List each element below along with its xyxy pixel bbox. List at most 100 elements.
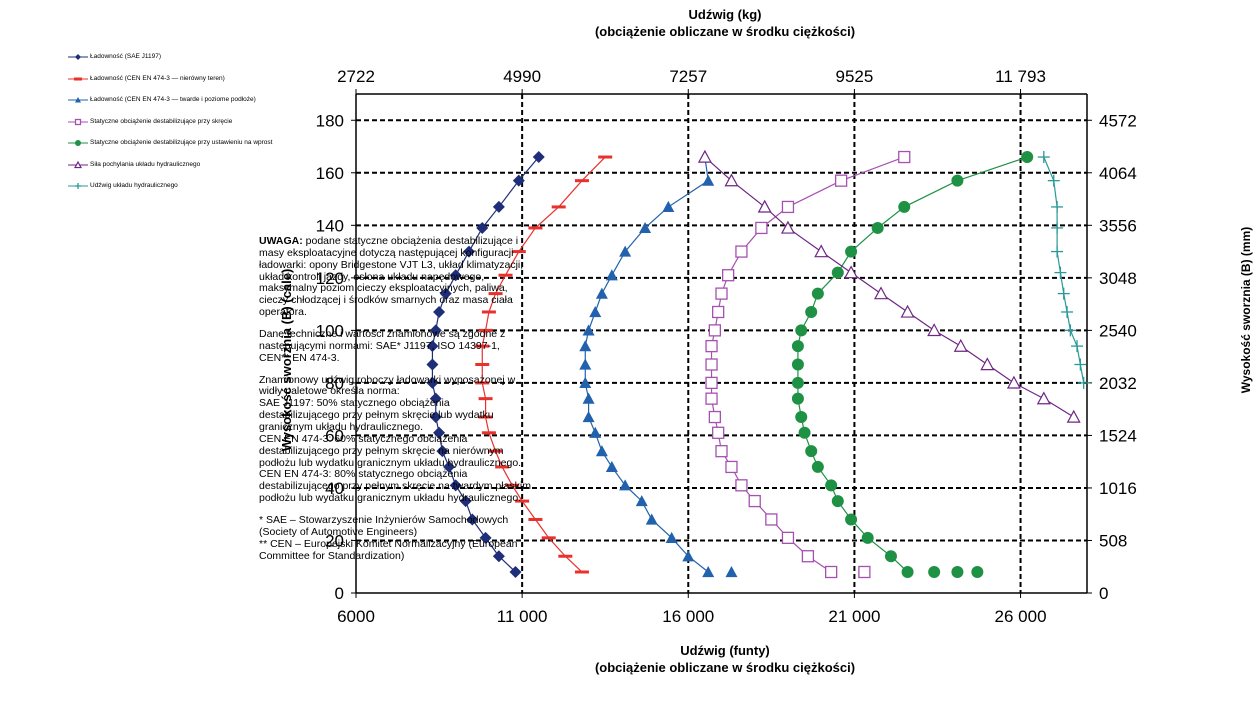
series-line	[704, 156, 1075, 418]
legend-swatch	[68, 118, 88, 125]
notes-panel: UWAGA: podane statyczne obciążenia desta…	[259, 235, 531, 562]
data-point-diamond	[433, 426, 446, 439]
data-point-diamond	[479, 531, 492, 544]
data-point-square	[705, 376, 718, 390]
x-tick-label: 16 000	[662, 607, 714, 626]
data-point-dash	[481, 431, 496, 435]
rated-cen-uneven: CEN EN 474-3: 60% statycznego obciążenia…	[259, 432, 522, 469]
data-point-triangle	[645, 513, 658, 525]
legend-label: Statyczne obciążenie destabilizujące prz…	[90, 139, 273, 146]
y-axis-label: Wysokość sworznia (B) (cale)	[279, 269, 294, 452]
data-point-triangle	[619, 479, 632, 491]
series-6	[697, 149, 1081, 423]
x-tick-label: 26 000	[995, 607, 1047, 626]
data-point-plus	[1061, 305, 1074, 318]
data-point-circle	[898, 200, 911, 213]
data-point-circle	[791, 376, 804, 389]
warning-text: podane statyczne obciążenia destabilizuj…	[259, 235, 524, 319]
data-point-triangle	[595, 445, 608, 457]
data-point-plus	[1051, 245, 1064, 258]
data-point-diamond	[532, 151, 545, 164]
data-point-square	[765, 513, 778, 526]
data-point-triangle	[579, 358, 592, 370]
data-point-diamond	[466, 513, 479, 526]
data-point-triangle	[639, 221, 652, 234]
data-point-triangle-open	[900, 304, 915, 318]
data-point-dash	[478, 415, 493, 419]
y-tick-label: 100	[316, 321, 344, 340]
legend-label: Siła pochylania układu hydraulicznego	[90, 160, 201, 168]
data-point-square	[735, 245, 748, 258]
data-point-triangle-open	[1036, 391, 1051, 405]
data-point-triangle-open	[724, 173, 739, 187]
data-point-dash	[551, 205, 566, 209]
data-point-triangle-open	[873, 286, 888, 300]
data-point-dash	[558, 554, 573, 558]
data-point-diamond	[429, 411, 442, 424]
data-point-triangle	[635, 495, 648, 507]
series-line	[710, 156, 905, 573]
y-tick-label: 180	[316, 111, 344, 130]
data-point-square	[705, 392, 718, 405]
data-point-circle	[845, 513, 858, 526]
x-top-tick-label: 2722	[337, 67, 375, 86]
data-point-plus	[1077, 376, 1090, 389]
data-point-diamond	[509, 565, 522, 578]
data-point-triangle-open	[780, 220, 795, 234]
y-tick-label: 120	[316, 269, 344, 288]
x-axis-sublabel: (obciążenie obliczane w środku ciężkości…	[595, 660, 855, 675]
data-point-square	[781, 200, 795, 214]
data-point-dash	[481, 310, 496, 314]
data-point-dash	[495, 465, 510, 469]
y-right-tick-label: 3556	[1099, 216, 1137, 235]
data-point-triangle	[582, 324, 595, 336]
data-point-dash	[528, 517, 543, 521]
y-tick-label: 20	[325, 531, 344, 550]
y-tick-label: 160	[316, 164, 344, 183]
data-point-triangle	[579, 376, 592, 388]
data-point-diamond	[426, 358, 439, 371]
data-point-circle	[825, 479, 838, 492]
legend-swatch	[68, 160, 88, 168]
data-point-square	[712, 426, 725, 439]
data-point-diamond	[429, 392, 442, 405]
x-top-tick-label: 4990	[503, 67, 541, 86]
data-point-diamond	[459, 495, 472, 508]
data-point-dash	[475, 381, 490, 385]
data-point-circle	[951, 565, 964, 578]
warning-note: UWAGA: podane statyczne obciążenia desta…	[259, 235, 531, 319]
data-point-triangle	[662, 200, 675, 213]
data-point-dash	[528, 226, 543, 230]
data-point-circle	[901, 565, 914, 578]
data-point-square	[705, 358, 718, 371]
data-point-triangle	[75, 97, 81, 103]
data-point-circle	[928, 565, 941, 578]
data-point-triangle-open	[1066, 409, 1081, 423]
data-point-circle	[971, 565, 984, 578]
data-point-dash	[488, 449, 503, 453]
data-point-triangle-open	[814, 244, 829, 258]
legend-label: Udźwig układu hydraulicznego	[90, 182, 178, 189]
legend-swatch	[68, 77, 88, 80]
data-point-triangle-open	[953, 338, 968, 352]
data-point-diamond	[426, 376, 439, 389]
y-tick-label: 40	[325, 479, 344, 498]
x-top-tick-label: 11 793	[995, 67, 1046, 86]
data-point-circle	[75, 140, 81, 146]
y-right-tick-label: 4572	[1099, 111, 1137, 130]
legend-label: Ładowność (CEN EN 474-3 — twarde i pozio…	[90, 96, 256, 103]
chart-title: Udźwig (kg)	[689, 7, 762, 22]
data-point-triangle	[619, 245, 632, 257]
data-point-square	[74, 118, 82, 125]
data-point-square	[801, 550, 815, 563]
data-point-triangle	[725, 565, 738, 578]
series-1	[426, 151, 545, 578]
chart-subtitle: (obciążenie obliczane w środku ciężkości…	[595, 24, 855, 39]
legend-swatch	[68, 97, 88, 103]
data-point-triangle-open	[697, 149, 712, 163]
rated-cen-firm: CEN EN 474-3: 80% statycznego obciążenia…	[259, 468, 531, 505]
data-point-dash	[478, 397, 493, 401]
data-point-triangle	[582, 392, 595, 404]
series-line	[1043, 156, 1085, 384]
